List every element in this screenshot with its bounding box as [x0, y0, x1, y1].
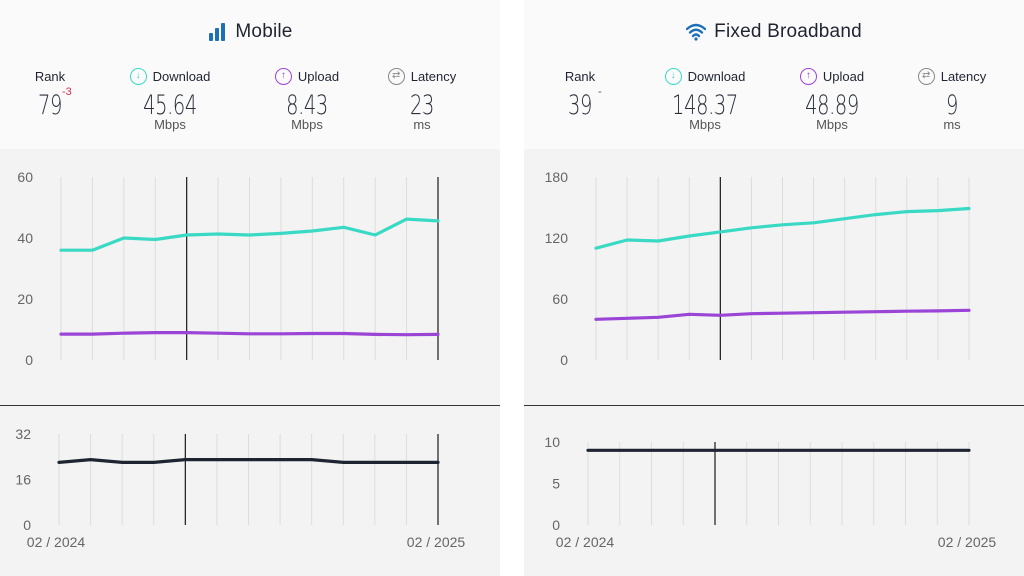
- mobile-latency-chart: 0 16 32 02 / 2024 02 / 2025: [15, 426, 466, 550]
- y-tick-label: 20: [17, 291, 33, 307]
- y-tick-label: 32: [15, 426, 31, 442]
- panel-title: Mobile: [235, 21, 293, 42]
- rank-metric: Rank 39 -: [520, 66, 640, 120]
- latency-icon: ⇄: [387, 67, 405, 85]
- mobile-summary: Mobile Rank 79 -3 ↓ Download 45.64 Mbps …: [0, 0, 500, 149]
- fixed-broadband-panel: Fixed Broadband Rank 39 - ↓ Download 148…: [524, 0, 1024, 576]
- upload-metric: ↑ Upload 48.89 Mbps: [772, 66, 892, 132]
- wifi-icon: [686, 23, 707, 41]
- upload-series-line: [594, 308, 971, 321]
- rank-label: Rank: [34, 68, 66, 84]
- upload-arrow-icon: ↑: [799, 67, 817, 85]
- mobile-speed-chart: 0 20 40 60: [17, 169, 440, 368]
- fixed-speed-chart: 0 60 120 180: [545, 169, 971, 368]
- y-tick-label: 10: [544, 434, 560, 450]
- y-tick-label: 180: [545, 169, 569, 185]
- latency-unit: ms: [943, 117, 961, 132]
- latency-metric: ⇄ Latency 9 ms: [892, 66, 1012, 132]
- mobile-panel: Mobile Rank 79 -3 ↓ Download 45.64 Mbps …: [0, 0, 500, 576]
- mobile-title-row: Mobile: [0, 18, 500, 46]
- y-tick-label: 60: [552, 291, 568, 307]
- upload-value: 8.43: [286, 90, 328, 121]
- rank-value: 79: [37, 90, 63, 121]
- rank-metric: Rank 79 -3: [0, 66, 110, 120]
- download-arrow-icon: ↓: [664, 67, 682, 85]
- download-label: Download: [687, 68, 746, 84]
- upload-value: 48.89: [805, 90, 859, 121]
- start-date-label: 02 / 2024: [556, 534, 615, 550]
- upload-metric: ↑ Upload 8.43 Mbps: [247, 66, 367, 132]
- signal-bars-icon: [209, 23, 226, 41]
- latency-series-line: [57, 457, 440, 465]
- download-unit: Mbps: [154, 117, 186, 132]
- chart-divider: [0, 405, 500, 406]
- start-date-label: 02 / 2024: [27, 534, 86, 550]
- chart-divider: [524, 405, 1024, 406]
- y-tick-label: 16: [15, 472, 31, 488]
- download-metric: ↓ Download 45.64 Mbps: [110, 66, 230, 132]
- upload-label: Upload: [297, 68, 340, 84]
- download-label: Download: [152, 68, 211, 84]
- upload-unit: Mbps: [291, 117, 323, 132]
- rank-change: -3: [62, 86, 72, 98]
- latency-icon: ⇄: [917, 67, 935, 85]
- y-tick-label: 0: [25, 352, 33, 368]
- upload-label: Upload: [822, 68, 865, 84]
- y-tick-label: 60: [17, 169, 33, 185]
- y-tick-label: 0: [552, 517, 560, 533]
- fixed-title-row: Fixed Broadband: [524, 18, 1024, 46]
- download-metric: ↓ Download 148.37 Mbps: [645, 66, 765, 132]
- latency-value: 23: [409, 90, 435, 121]
- panel-title: Fixed Broadband: [714, 21, 862, 42]
- download-value: 148.37: [672, 90, 738, 121]
- end-date-label: 02 / 2025: [407, 534, 466, 550]
- upload-series-line: [59, 331, 440, 337]
- rank-change: -: [598, 86, 602, 98]
- end-date-label: 02 / 2025: [938, 534, 997, 550]
- download-series-line: [59, 217, 440, 252]
- download-arrow-icon: ↓: [129, 67, 147, 85]
- latency-label: Latency: [940, 68, 987, 84]
- y-tick-label: 120: [545, 230, 569, 246]
- latency-metric: ⇄ Latency 23 ms: [362, 66, 482, 132]
- upload-unit: Mbps: [816, 117, 848, 132]
- rank-label: Rank: [564, 68, 596, 84]
- fixed-summary: Fixed Broadband Rank 39 - ↓ Download 148…: [524, 0, 1024, 149]
- y-tick-label: 0: [560, 352, 568, 368]
- rank-value: 39: [567, 90, 593, 121]
- latency-label: Latency: [410, 68, 457, 84]
- download-series-line: [594, 206, 971, 250]
- upload-arrow-icon: ↑: [274, 67, 292, 85]
- fixed-latency-chart: 0 5 10 02 / 2024 02 / 2025: [544, 434, 997, 550]
- latency-value: 9: [945, 90, 959, 121]
- latency-unit: ms: [413, 117, 431, 132]
- y-tick-label: 0: [23, 517, 31, 533]
- download-value: 45.64: [143, 90, 197, 121]
- download-unit: Mbps: [689, 117, 721, 132]
- y-tick-label: 5: [552, 476, 560, 492]
- y-tick-label: 40: [17, 230, 33, 246]
